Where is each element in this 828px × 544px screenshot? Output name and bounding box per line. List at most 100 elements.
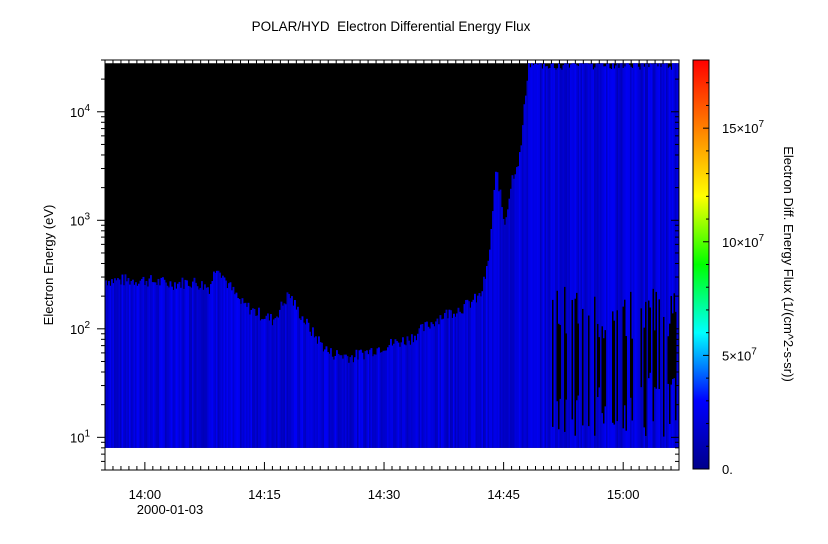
flux-column <box>219 272 221 448</box>
flux-column <box>618 67 620 448</box>
flux-column <box>307 322 310 448</box>
colorbar-axis: 0. 5×107 10×107 15×107 <box>703 59 765 477</box>
flux-column <box>126 281 128 448</box>
flux-column <box>183 288 185 448</box>
flux-column <box>147 286 149 448</box>
flux-column <box>252 308 254 448</box>
x-tick-label: 14:45 <box>487 487 520 502</box>
flux-column <box>402 337 404 448</box>
flux-column <box>579 63 581 448</box>
flux-column <box>565 63 568 448</box>
flux-column <box>522 125 524 448</box>
flux-column <box>633 63 635 448</box>
flux-column <box>372 356 374 448</box>
flux-column <box>673 63 676 448</box>
flux-column <box>576 65 578 448</box>
flux-column <box>229 282 232 448</box>
flux-column <box>178 281 181 448</box>
flux-gap <box>670 295 673 385</box>
flux-column <box>376 348 379 448</box>
flux-column <box>303 322 305 448</box>
flux-column <box>645 63 647 448</box>
flux-column <box>189 286 191 448</box>
flux-column <box>411 334 413 448</box>
flux-column <box>396 340 398 448</box>
flux-column <box>327 352 329 448</box>
flux-column <box>567 63 569 448</box>
flux-column <box>382 350 385 448</box>
flux-column <box>510 188 512 448</box>
flux-column <box>403 344 406 448</box>
flux-column <box>265 315 268 448</box>
flux-gap <box>652 288 655 422</box>
flux-column <box>475 302 478 448</box>
flux-gap <box>631 338 634 421</box>
flux-column <box>207 287 209 448</box>
flux-column <box>109 285 112 448</box>
flux-column <box>360 349 362 448</box>
flux-column <box>561 69 563 448</box>
flux-column <box>319 342 322 448</box>
y-tick-label: 102 <box>70 320 90 337</box>
flux-column <box>325 346 328 448</box>
colorbar-tick-label: 10×107 <box>722 233 765 250</box>
flux-column <box>652 63 655 448</box>
flux-column <box>406 336 409 448</box>
flux-column <box>504 224 506 448</box>
flux-gap <box>649 307 652 373</box>
flux-column <box>534 63 536 448</box>
flux-column <box>267 313 269 448</box>
flux-column <box>415 340 418 448</box>
flux-column <box>598 63 601 448</box>
flux-column <box>148 278 151 448</box>
flux-column <box>226 288 229 448</box>
flux-column <box>283 303 286 448</box>
y-axis: 101 102 103 104 <box>70 59 679 471</box>
flux-column <box>465 299 467 448</box>
flux-column <box>139 280 142 448</box>
colorbar-tick-label: 0. <box>722 462 733 477</box>
flux-column <box>177 283 179 448</box>
flux-column <box>400 342 403 448</box>
flux-column <box>213 271 215 448</box>
flux-column <box>165 282 167 448</box>
flux-column <box>480 296 482 448</box>
flux-gap <box>625 336 628 431</box>
flux-column <box>592 69 595 448</box>
flux-column <box>144 285 146 448</box>
flux-column <box>121 274 124 448</box>
flux-column <box>264 318 266 448</box>
flux-column <box>301 316 304 448</box>
flux-gap <box>577 323 580 396</box>
flux-column <box>468 301 470 448</box>
flux-column <box>339 355 341 448</box>
flux-column <box>583 63 586 448</box>
flux-column <box>160 277 163 448</box>
flux-column <box>142 276 145 448</box>
flux-column <box>486 266 488 448</box>
flux-column <box>418 328 421 448</box>
flux-column <box>622 63 625 448</box>
flux-gap <box>616 310 619 422</box>
flux-column <box>258 307 260 448</box>
flux-column <box>135 282 137 448</box>
flux-column <box>408 340 410 448</box>
flux-column <box>171 286 173 448</box>
flux-column <box>648 67 650 448</box>
flux-column <box>156 284 158 448</box>
flux-gap <box>588 315 590 427</box>
flux-column <box>580 63 583 448</box>
flux-column <box>675 63 677 448</box>
flux-column <box>466 299 469 448</box>
flux-column <box>573 63 575 448</box>
flux-column <box>436 318 439 448</box>
flux-column <box>462 313 464 448</box>
flux-column <box>141 278 143 448</box>
flux-column <box>184 279 187 448</box>
flux-column <box>549 68 551 448</box>
flux-column <box>298 318 301 448</box>
flux-column <box>294 300 296 448</box>
flux-column <box>249 314 251 448</box>
flux-column <box>397 342 400 448</box>
flux-column <box>625 63 628 448</box>
